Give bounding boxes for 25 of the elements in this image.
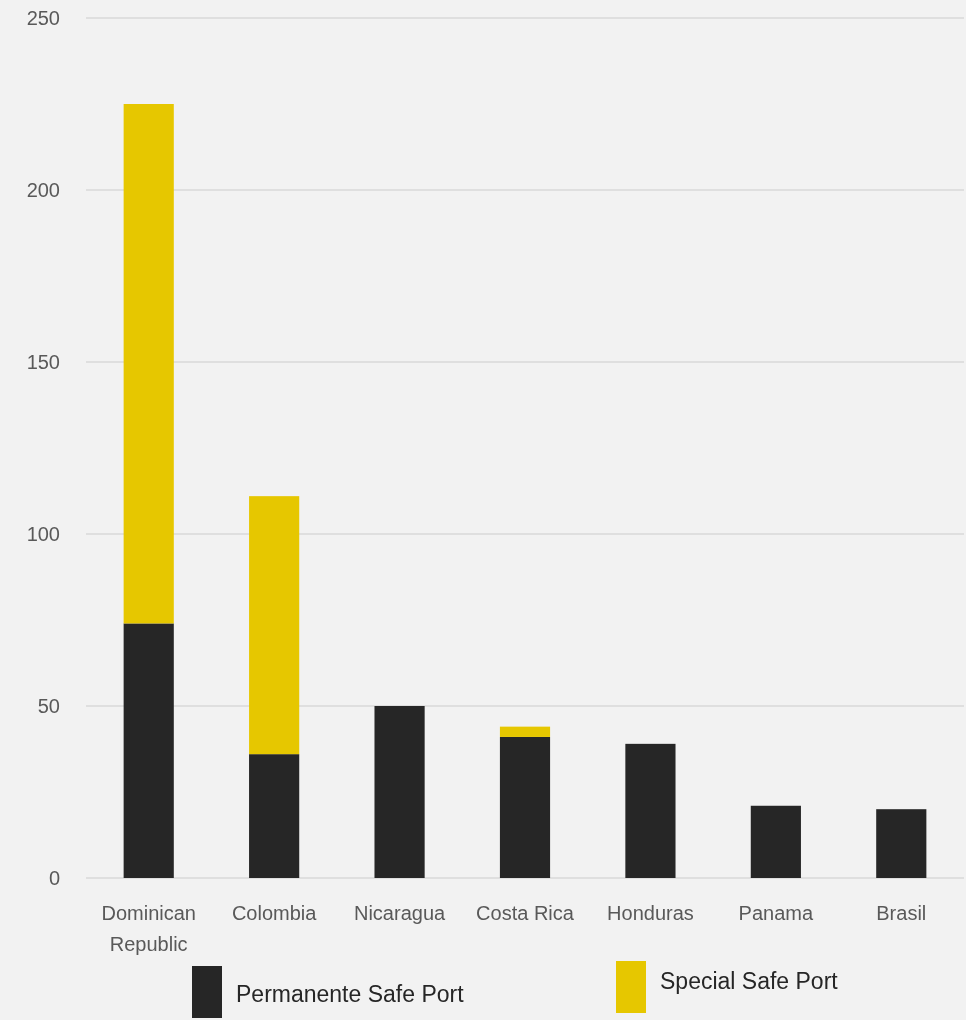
legend-label: Permanente Safe Port <box>236 981 465 1007</box>
x-tick-label: Brasil <box>876 902 927 924</box>
bar <box>123 623 174 878</box>
y-tick-label: 0 <box>48 867 60 889</box>
y-tick-label: 250 <box>26 7 60 29</box>
y-tick-label: 150 <box>26 351 60 373</box>
x-tick-label: Honduras <box>607 902 694 924</box>
bar <box>374 706 425 878</box>
x-tick-label: Costa Rica <box>476 902 575 924</box>
y-tick-label: 100 <box>26 523 60 545</box>
bar <box>876 809 927 878</box>
y-tick-label: 50 <box>37 695 60 717</box>
bar <box>750 805 801 878</box>
x-tick-label: Colombia <box>231 902 318 924</box>
bar <box>499 736 551 878</box>
legend-label: Special Safe Port <box>660 968 839 994</box>
bar <box>499 726 551 737</box>
bar <box>123 104 174 624</box>
bar <box>625 743 676 878</box>
y-tick-label: 200 <box>26 179 60 201</box>
bar <box>249 496 300 755</box>
x-tick-label: Dominican Republic <box>101 902 196 955</box>
x-tick-label: Panama <box>738 902 814 924</box>
x-tick-label: Nicaragua <box>353 902 447 924</box>
bar <box>249 754 300 878</box>
